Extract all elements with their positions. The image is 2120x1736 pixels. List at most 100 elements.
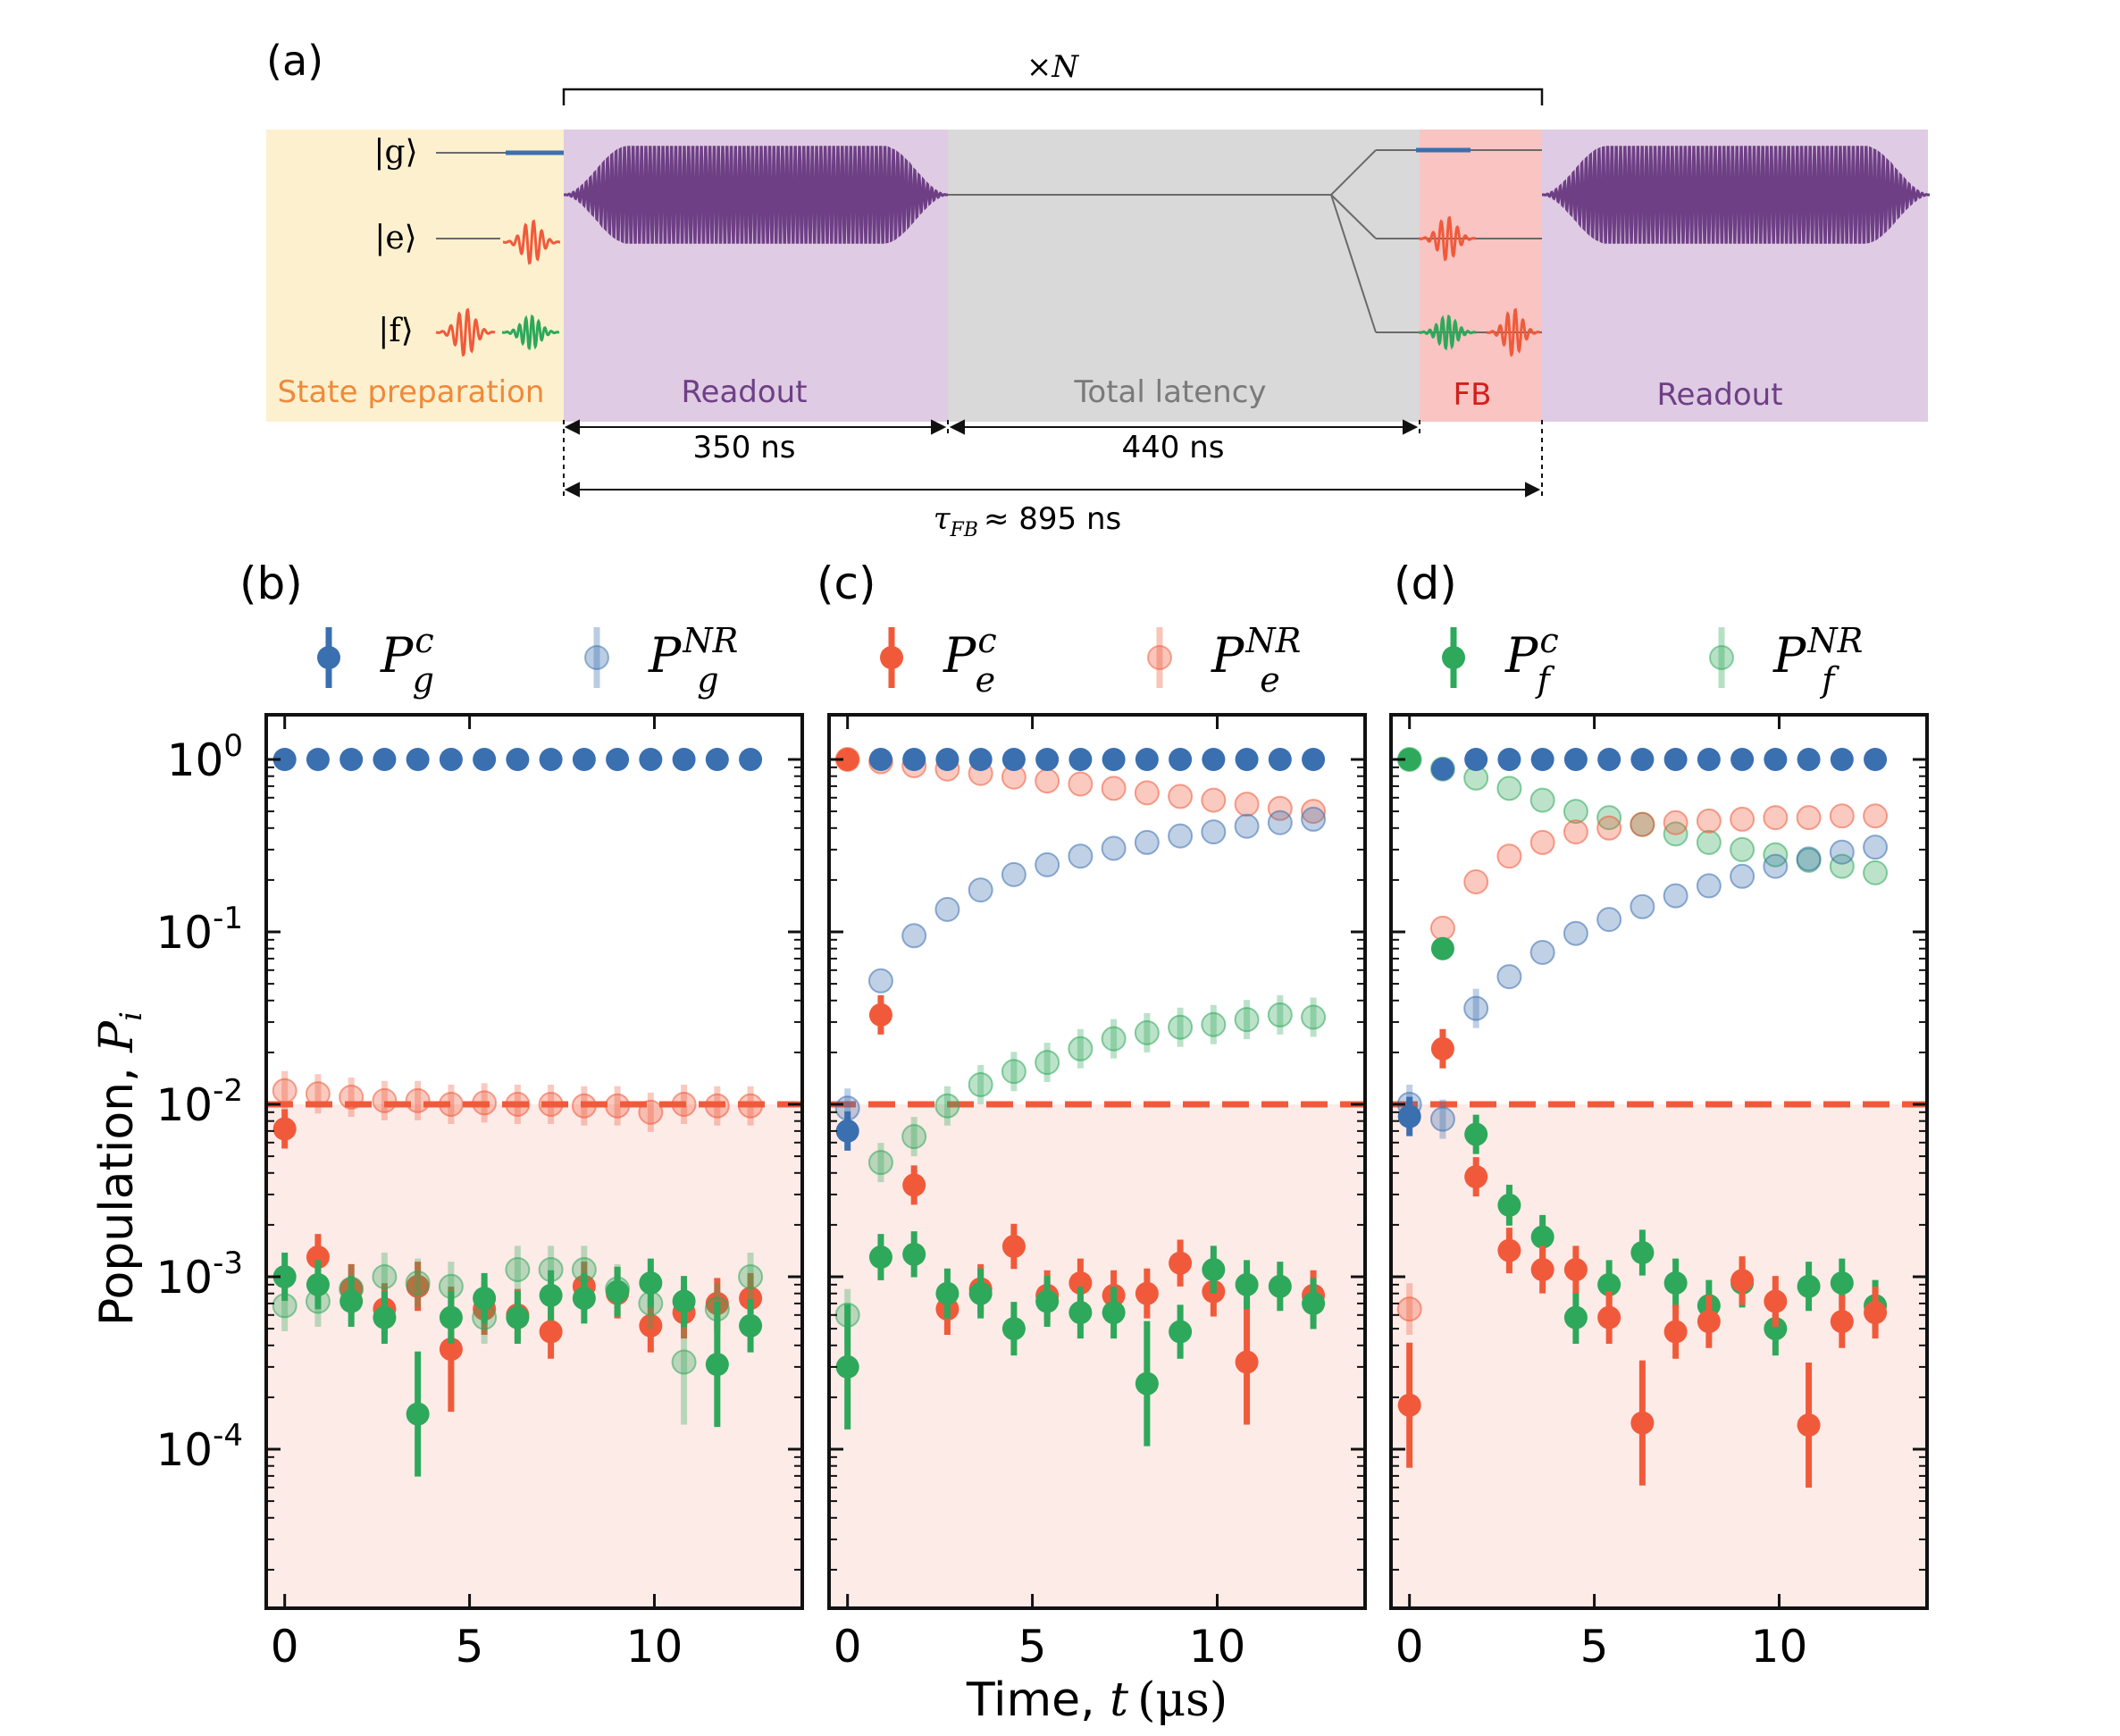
data-point [1796,805,1822,831]
legend-marker [880,646,903,669]
data-point [1830,1271,1854,1295]
data-point [739,1313,763,1338]
series-e-c [1397,1028,1888,1489]
axes-frame [264,713,804,1610]
data-point [1397,748,1421,771]
data-point [867,1150,893,1176]
series-g-nr [834,806,1327,1128]
data-point [339,1289,364,1313]
series-f-nr [834,994,1327,1342]
level-e-label: |e⟩ [374,220,416,256]
data-point [671,1092,697,1117]
data-point [1496,964,1522,990]
data-point [1430,936,1454,960]
data-point [1797,1274,1821,1298]
data-point [1563,1305,1588,1329]
data-point [1001,1235,1026,1259]
data-point [606,1279,630,1304]
data-point [1301,1004,1327,1030]
data-point [868,748,892,771]
data-point [272,1265,297,1288]
panel-d: (d) Pc f PNR f 0 5 10 [1389,558,1929,1673]
axes-frame [827,713,1367,1610]
panel-label: (c) [817,558,876,609]
data-point [372,1087,398,1113]
data-point [506,1305,530,1329]
below-threshold-shade [1391,1104,1927,1608]
data-point [472,1090,498,1116]
series-e-c [835,748,1326,1425]
feedback-block [1420,130,1542,422]
data-point [934,1093,960,1119]
latency-label: Total latency [1073,374,1266,410]
data-point [901,923,927,949]
series-group [1396,747,1889,1489]
data-point [1168,823,1194,849]
legend-label: PNR e [1211,621,1301,700]
data-point [1697,748,1721,771]
data-point [1864,1301,1888,1325]
data-point [705,748,729,771]
x-tick-label: 5 [456,1621,484,1673]
data-point [1663,748,1688,771]
data-point [605,1093,631,1119]
x-tick-label: 5 [1580,1621,1609,1673]
legend-entry: Pc g [317,621,434,700]
data-point [902,748,926,771]
data-point [1135,1281,1159,1305]
legend-marker [1709,645,1734,670]
data-point [1497,748,1521,771]
data-point [1797,748,1821,771]
legend-entry: PNR g [584,621,738,700]
data-point [1169,1320,1193,1344]
panel-c: (c) Pc e PNR e 0 5 10 [817,558,1367,1673]
data-point [1563,920,1588,946]
x-tick-label: 10 [1189,1621,1246,1673]
y-axis-title: Population, Pi [90,1011,149,1326]
data-point [1302,748,1326,771]
data-point [1830,1310,1854,1334]
data-point [1267,1002,1293,1027]
data-point [1201,1011,1227,1037]
data-point [902,1173,926,1197]
data-point [868,1002,892,1027]
readout-label-2: Readout [1656,377,1782,413]
data-point [1596,805,1622,831]
data-point [638,1099,664,1125]
latency-duration: 440 ns [1122,430,1225,465]
data-point [1464,1122,1488,1146]
data-point [1068,771,1094,797]
data-point [1035,851,1060,877]
data-point [1302,1291,1326,1315]
series-e-nr [1396,803,1889,1335]
data-point [1663,1271,1688,1295]
data-point [935,1281,959,1305]
data-point [1430,1036,1454,1061]
data-point [405,1087,431,1113]
data-point [1068,1271,1093,1295]
level-line [1330,194,1377,239]
data-point [1696,808,1722,834]
data-point [1563,1258,1588,1282]
data-point [1563,799,1588,825]
data-point [738,1093,764,1119]
data-point [272,748,297,771]
series-e-nr [272,1070,764,1132]
pulse-wavelet [1486,307,1541,357]
data-point [1830,748,1854,771]
data-point [306,1245,330,1270]
data-point [1630,748,1655,771]
y-tick-label: 10-1 [155,901,243,959]
data-point [1035,1050,1060,1076]
data-point [372,1264,398,1289]
x-axis-title: Time, t (μs) [966,1673,1228,1727]
axes-frame [1389,713,1929,1610]
data-point [1530,1225,1554,1249]
data-point [1597,1305,1621,1329]
data-point [1730,806,1755,832]
data-point [1496,776,1522,801]
data-point [373,1305,397,1329]
data-point [968,1281,993,1305]
data-point [1563,748,1588,771]
data-point [935,748,959,771]
